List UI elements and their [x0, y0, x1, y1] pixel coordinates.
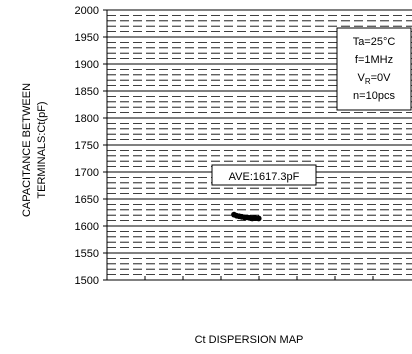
conditions-box: Ta=25°C f=1MHz VR=0V n=10pcs	[336, 27, 412, 111]
points-layer	[231, 211, 262, 222]
axis-layer: 1500 1550 1600 1650 1700 1750 1800 1850 1900 1950…	[75, 5, 374, 287]
chart-title: Ct DISPERSION MAP	[195, 334, 304, 346]
y-tick-label: 1750	[75, 140, 99, 152]
y-tick-label: 1700	[75, 167, 99, 179]
y-axis-label-line2: TERMINALS:Ct(pF)	[36, 101, 48, 198]
y-axis-label-line1: CAPACITANCE BETWEEN	[21, 83, 33, 217]
condition-temperature: Ta=25°C	[353, 36, 396, 48]
y-tick-label: 1850	[75, 86, 99, 98]
y-tick-label: 1600	[75, 221, 99, 233]
y-tick-label: 1950	[75, 32, 99, 44]
average-label: AVE:1617.3pF	[229, 171, 300, 183]
y-tick-label: 1900	[75, 59, 99, 71]
data-point	[255, 215, 262, 222]
condition-frequency: f=1MHz	[355, 54, 393, 66]
y-tick-label: 1550	[75, 248, 99, 260]
y-tick-label: 1800	[75, 113, 99, 125]
y-tick-label: 1500	[75, 275, 99, 287]
y-tick-label: 2000	[75, 5, 99, 17]
condition-reverse-voltage: VR=0V	[357, 72, 391, 86]
y-tick-label: 1650	[75, 194, 99, 206]
average-annotation: AVE:1617.3pF	[211, 164, 317, 186]
condition-sample-count: n=10pcs	[353, 90, 395, 102]
